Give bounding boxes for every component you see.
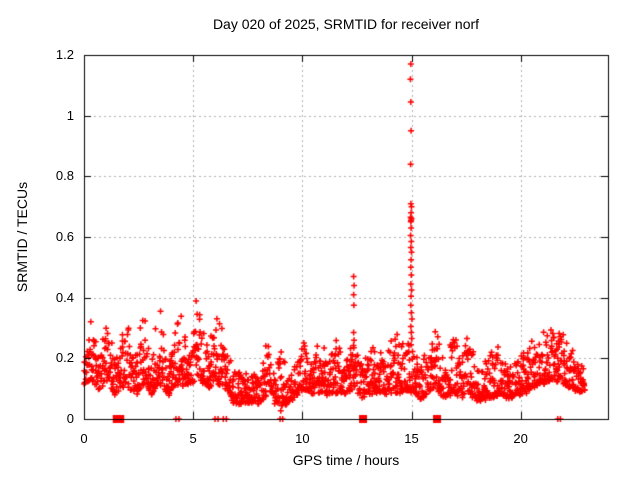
y-tick-label: 1.2 (55, 47, 74, 62)
x-tick-label: 20 (513, 431, 528, 446)
x-axis-label: GPS time / hours (292, 452, 400, 468)
y-tick-label: 0 (66, 411, 74, 426)
x-tick-label: 0 (80, 431, 88, 446)
x-tick-label: 10 (295, 431, 310, 446)
y-tick-label: 0.2 (55, 350, 74, 366)
y-tick-label: 0.4 (55, 289, 74, 305)
y-tick-label: 0.8 (55, 168, 74, 184)
y-tick-label: 0.6 (55, 229, 74, 244)
chart-title: Day 020 of 2025, SRMTID for receiver nor… (212, 16, 480, 32)
y-tick-label: 1 (66, 107, 74, 123)
x-tick-label: 15 (404, 431, 419, 446)
x-tick-label: 5 (189, 431, 197, 446)
